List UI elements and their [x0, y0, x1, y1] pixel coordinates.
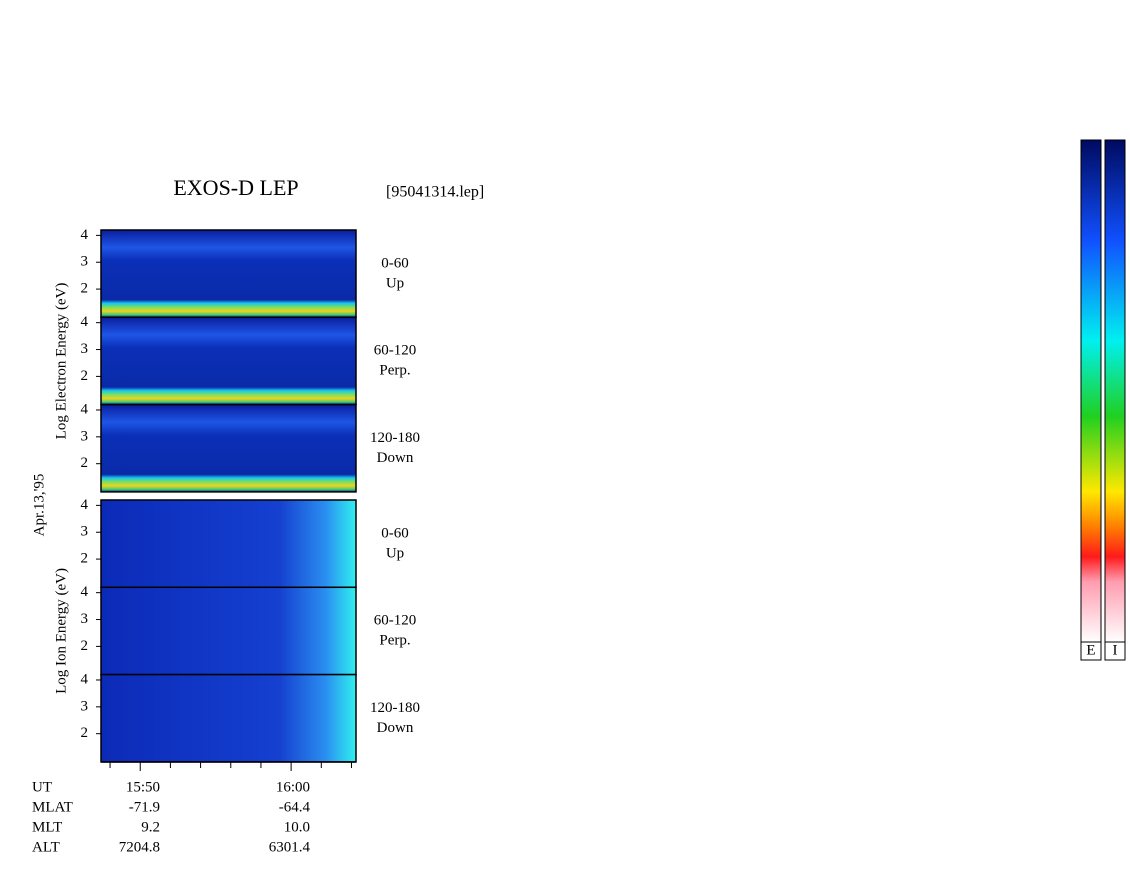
spectrogram: [100, 586, 357, 676]
orbit-value: 7204.8: [119, 839, 160, 855]
panel-angle: 0-60: [381, 525, 409, 541]
spectrogram: [100, 673, 357, 763]
y-tick-label: 3: [81, 698, 89, 714]
spectrogram: [100, 229, 357, 319]
colorbar: [1080, 139, 1102, 643]
file-name: [95041314.lep]: [386, 184, 484, 201]
panel-direction: Perp.: [379, 633, 410, 649]
axis-label: Log Ion Energy (eV): [53, 568, 69, 694]
panel-angle: 0-60: [381, 255, 409, 271]
panel-direction: Down: [377, 720, 414, 736]
y-tick-label: 4: [81, 314, 89, 330]
colorbar-label-box: [1080, 641, 1102, 661]
y-tick-label: 4: [81, 671, 89, 687]
y-tick-label: 4: [81, 584, 89, 600]
colorbar-label: E: [1086, 642, 1095, 658]
y-tick-label: 3: [81, 524, 89, 540]
panel-angle: 120-180: [370, 700, 420, 716]
y-tick-label: 3: [81, 428, 89, 444]
colorbar-label: I: [1113, 642, 1118, 658]
chart-title: EXOS-D LEP: [173, 175, 298, 200]
orbit-label: UT: [32, 779, 52, 795]
date-label: Apr.13,'95: [31, 474, 47, 537]
orbit-label: MLAT: [32, 799, 73, 815]
panel-direction: Up: [386, 275, 404, 291]
y-tick-label: 3: [81, 341, 89, 357]
panel-direction: Perp.: [379, 363, 410, 379]
panel-angle: 60-120: [374, 343, 417, 359]
y-tick-label: 2: [81, 281, 89, 297]
spectrogram: [100, 403, 357, 493]
colorbar: [1104, 139, 1126, 643]
y-tick-label: 2: [81, 368, 89, 384]
orbit-label: MLT: [32, 819, 62, 835]
y-tick-label: 2: [81, 455, 89, 471]
y-tick-label: 2: [81, 725, 89, 741]
x-tick-label: 15:50: [126, 779, 160, 795]
orbit-value: 10.0: [284, 819, 310, 835]
spectrogram: [100, 316, 357, 406]
orbit-value: -64.4: [279, 799, 311, 815]
orbit-label: ALT: [32, 839, 60, 855]
panel-angle: 120-180: [370, 430, 420, 446]
panel-angle: 60-120: [374, 613, 417, 629]
y-tick-label: 3: [81, 611, 89, 627]
y-tick-label: 4: [81, 227, 89, 243]
y-tick-label: 4: [81, 401, 89, 417]
orbit-value: -71.9: [129, 799, 160, 815]
panel-direction: Down: [377, 450, 414, 466]
spectrogram: [100, 499, 357, 589]
axis-label: Log Electron Energy (eV): [53, 283, 69, 440]
orbit-value: 6301.4: [269, 839, 311, 855]
orbit-value: 9.2: [141, 819, 160, 835]
y-tick-label: 4: [81, 497, 89, 513]
colorbar-label-box: [1104, 641, 1126, 661]
panel-direction: Up: [386, 545, 404, 561]
y-tick-label: 2: [81, 638, 89, 654]
y-tick-label: 2: [81, 551, 89, 567]
y-tick-label: 3: [81, 254, 89, 270]
x-tick-label: 16:00: [276, 779, 310, 795]
